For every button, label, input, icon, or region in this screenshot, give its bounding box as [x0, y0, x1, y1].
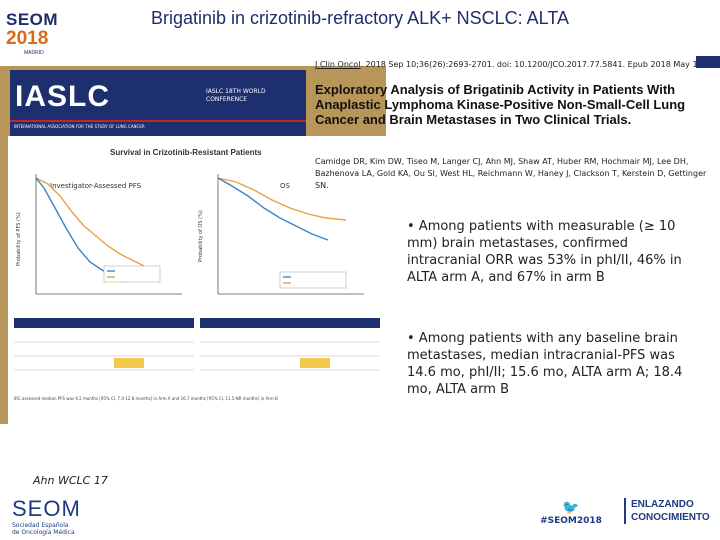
- iaslc-banner: IASLC IASLC 18TH WORLD CONFERENCE INTERN…: [10, 70, 306, 136]
- bullet-orr: • Among patients with measurable (≥ 10 m…: [407, 219, 682, 285]
- seom-footer-sub1: Sociedad Española: [12, 522, 69, 529]
- os-chart-label: OS: [280, 182, 291, 190]
- os-arm-b-curve: [217, 177, 347, 221]
- slogan-line1: ENLAZANDO: [631, 499, 694, 510]
- pfs-ylabel: Probability of PFS (%): [16, 212, 22, 266]
- table-rules: [14, 341, 380, 371]
- slogan: ENLAZANDO CONOCIMIENTO: [624, 498, 710, 524]
- pfs-table-header: [14, 318, 194, 328]
- os-chart-svg: OS Probability of OS (%): [198, 174, 364, 295]
- pfs-chart: Investigator-Assessed PFS Probability of…: [14, 166, 186, 316]
- twitter-bird-icon: 🐦: [562, 500, 580, 516]
- seom-2018-logo: SEOM 2018 MADRID: [6, 10, 68, 66]
- pfs-chart-label: Investigator-Assessed PFS: [50, 182, 142, 190]
- seom-footer-name: SEOM: [12, 496, 81, 521]
- seom-logo-city: MADRID: [24, 50, 44, 56]
- pfs-chart-svg: Investigator-Assessed PFS Probability of…: [16, 174, 182, 295]
- seom-logo-text: SEOM: [6, 10, 59, 29]
- citation-details: . 2018 Sep 10;36(26):2693-2701. doi: 10.…: [360, 60, 706, 69]
- pfs-arm-b-curve: [35, 177, 145, 267]
- survival-title: Survival in Crizotinib-Resistant Patient…: [110, 148, 262, 157]
- table-note: IRC-assessed median PFS was 9.2 months […: [14, 396, 278, 401]
- banner-stripe: [10, 120, 306, 122]
- pfs-legend: [103, 265, 161, 283]
- bullet-pfs: • Among patients with any baseline brain…: [407, 331, 683, 397]
- seom-footer-sub2: de Oncología Médica: [12, 529, 75, 536]
- iaslc-logo-text: IASLC: [15, 80, 110, 113]
- os-table-header: [200, 318, 380, 328]
- slogan-line2: CONOCIMIENTO: [631, 512, 710, 523]
- os-arm-a-curve: [217, 177, 329, 241]
- banner-subtitle: INTERNATIONAL ASSOCIATION FOR THE STUDY …: [14, 124, 145, 129]
- seom-footer-logo: SEOM Sociedad Española de Oncología Médi…: [12, 496, 81, 536]
- conference-name: IASLC 18TH WORLD CONFERENCE: [206, 88, 266, 103]
- article-title: Exploratory Analysis of Brigatinib Activ…: [315, 82, 686, 127]
- journal-name[interactable]: J Clin Oncol: [315, 60, 361, 69]
- journal-citation: J Clin Oncol. 2018 Sep 10;36(26):2693-27…: [315, 60, 705, 69]
- article-authors: Camidge DR, Kim DW, Tiseo M, Langer CJ, …: [315, 157, 707, 190]
- os-legend: [279, 271, 347, 289]
- journal-logo-tag: [696, 56, 720, 68]
- footer-reference: Ahn WCLC 17: [33, 474, 108, 487]
- survival-tables: IRC-assessed median PFS was 9.2 months […: [14, 318, 384, 422]
- seom-logo-year: 2018: [6, 28, 49, 49]
- os-ylabel: Probability of OS (%): [198, 210, 204, 262]
- hashtag-text: #SEOM2018: [540, 516, 602, 526]
- os-chart: OS Probability of OS (%): [196, 166, 368, 316]
- hashtag-block: 🐦 #SEOM2018: [536, 500, 606, 526]
- slide-title: Brigatinib in crizotinib-refractory ALK+…: [151, 8, 569, 28]
